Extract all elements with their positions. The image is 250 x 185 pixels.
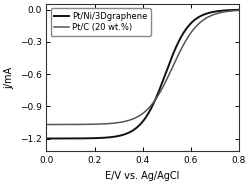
Pt/Ni/3Dgraphene — [210, 11, 214, 13]
Line: Pt/C (20 wt.%): Pt/C (20 wt.%) — [46, 10, 239, 125]
X-axis label: E/V vs. Ag/AgCl: E/V vs. Ag/AgCl — [105, 171, 180, 181]
Pt/Ni/3Dgraphene — [45, 137, 48, 140]
Pt/Ni/3Dgraphene — [237, 9, 240, 11]
Pt/Ni/3Dgraphene — [168, 63, 170, 66]
Pt/Ni/3Dgraphene — [57, 137, 60, 140]
Pt/C (20 wt.%) — [156, 95, 160, 97]
Pt/C (20 wt.%) — [237, 9, 240, 11]
Pt/C (20 wt.%) — [168, 74, 170, 76]
Legend: Pt/Ni/3Dgraphene, Pt/C (20 wt.%): Pt/Ni/3Dgraphene, Pt/C (20 wt.%) — [50, 8, 151, 36]
Pt/C (20 wt.%) — [210, 14, 214, 16]
Pt/C (20 wt.%) — [162, 85, 164, 88]
Line: Pt/Ni/3Dgraphene: Pt/Ni/3Dgraphene — [46, 10, 239, 139]
Pt/Ni/3Dgraphene — [191, 21, 194, 23]
Pt/C (20 wt.%) — [57, 123, 60, 126]
Pt/C (20 wt.%) — [45, 123, 48, 126]
Pt/Ni/3Dgraphene — [156, 92, 160, 94]
Pt/Ni/3Dgraphene — [162, 79, 164, 81]
Pt/C (20 wt.%) — [191, 30, 194, 32]
Y-axis label: j/mA: j/mA — [4, 67, 14, 89]
